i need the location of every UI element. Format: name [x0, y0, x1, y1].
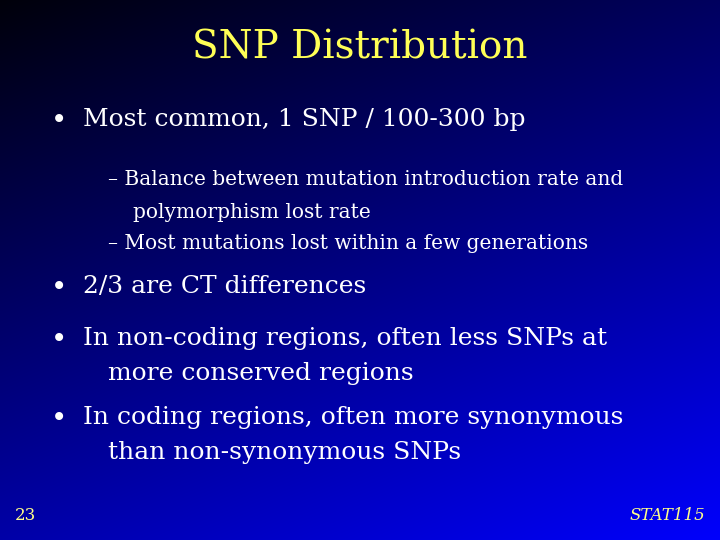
Text: SNP Distribution: SNP Distribution	[192, 30, 528, 67]
Text: •: •	[50, 406, 67, 433]
Text: more conserved regions: more conserved regions	[108, 362, 413, 385]
Text: than non-synonymous SNPs: than non-synonymous SNPs	[108, 441, 461, 464]
Text: 23: 23	[14, 507, 36, 524]
Text: – Balance between mutation introduction rate and: – Balance between mutation introduction …	[108, 170, 624, 189]
Text: •: •	[50, 108, 67, 135]
Text: polymorphism lost rate: polymorphism lost rate	[133, 202, 371, 221]
Text: Most common, 1 SNP / 100-300 bp: Most common, 1 SNP / 100-300 bp	[83, 108, 526, 131]
Text: In non-coding regions, often less SNPs at: In non-coding regions, often less SNPs a…	[83, 327, 607, 350]
Text: 2/3 are CT differences: 2/3 are CT differences	[83, 275, 366, 299]
Text: – Most mutations lost within a few generations: – Most mutations lost within a few gener…	[108, 234, 588, 253]
Text: In coding regions, often more synonymous: In coding regions, often more synonymous	[83, 406, 624, 429]
Text: STAT115: STAT115	[630, 507, 706, 524]
Text: •: •	[50, 327, 67, 354]
Text: •: •	[50, 275, 67, 302]
